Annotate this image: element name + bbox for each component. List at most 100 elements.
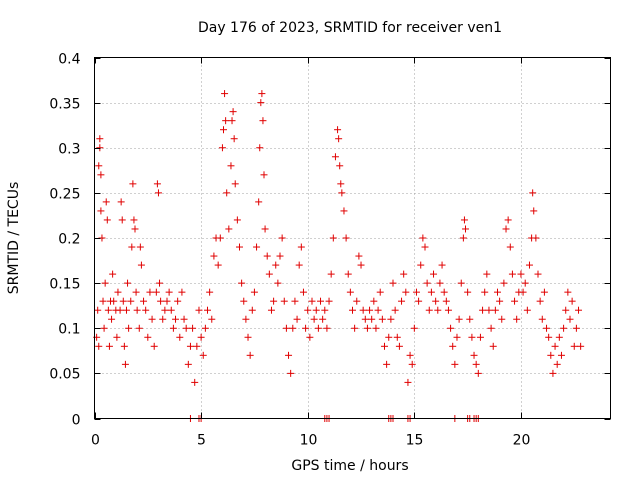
data-point: [491, 306, 499, 314]
data-point: [502, 225, 510, 233]
data-point: [131, 225, 139, 233]
data-point: [568, 297, 576, 305]
data-point: [504, 216, 512, 224]
data-point: [261, 225, 269, 233]
data-point: [299, 288, 307, 296]
data-point: [455, 315, 463, 323]
data-point: [293, 315, 301, 323]
data-point: [135, 324, 143, 332]
grid: [94, 57, 611, 419]
data-point: [285, 351, 293, 359]
data-point: [302, 324, 310, 332]
data-point: [197, 333, 205, 341]
data-point: [297, 243, 305, 251]
data-point: [423, 279, 431, 287]
data-point: [338, 189, 346, 197]
y-tick-label: 0.3: [58, 142, 80, 158]
data-point: [540, 288, 548, 296]
data-point: [199, 351, 207, 359]
data-point: [417, 261, 425, 269]
data-point: [103, 216, 111, 224]
data-point: [210, 252, 218, 260]
data-point: [96, 144, 104, 152]
data-point: [287, 369, 295, 377]
data-point: [436, 279, 444, 287]
data-point: [128, 243, 136, 251]
data-point: [116, 306, 124, 314]
x-tick-labels: 0 5 10 15 20: [91, 433, 530, 449]
data-point: [240, 297, 248, 305]
data-point: [389, 279, 397, 287]
data-point: [95, 342, 103, 350]
data-point: [259, 117, 267, 125]
data-point: [142, 306, 150, 314]
data-point: [167, 306, 175, 314]
y-tick-label: 0.05: [49, 367, 80, 383]
data-point: [543, 324, 551, 332]
data-point: [189, 324, 197, 332]
data-point: [214, 261, 222, 269]
data-point: [498, 315, 506, 323]
data-point: [314, 324, 322, 332]
x-axis-label: GPS time / hours: [291, 458, 408, 474]
data-point: [391, 306, 399, 314]
data-point: [276, 252, 284, 260]
data-point: [511, 297, 519, 305]
x-tick-label: 0: [91, 433, 100, 449]
data-point: [230, 135, 238, 143]
data-point: [566, 315, 574, 323]
data-point: [346, 288, 354, 296]
data-point: [323, 324, 331, 332]
data-point: [449, 342, 457, 350]
data-point: [124, 279, 132, 287]
data-point: [104, 306, 112, 314]
data-point: [460, 216, 468, 224]
data-point: [532, 234, 540, 242]
y-tick-label: 0.4: [58, 52, 80, 68]
data-point: [156, 279, 164, 287]
data-point: [383, 360, 391, 368]
data-point: [560, 324, 568, 332]
data-point: [474, 369, 482, 377]
y-tick-label: 0.25: [49, 187, 80, 203]
data-point: [258, 90, 266, 98]
data-point: [334, 126, 342, 134]
data-point: [570, 342, 578, 350]
data-point: [434, 306, 442, 314]
y-axis-label: SRMTID / TECUs: [6, 182, 22, 295]
data-point: [140, 297, 148, 305]
data-point: [476, 333, 484, 341]
data-point: [105, 342, 113, 350]
data-point: [366, 306, 374, 314]
data-point: [306, 333, 314, 341]
data-point: [404, 378, 412, 386]
data-point: [206, 288, 214, 296]
data-point: [575, 306, 583, 314]
data-point: [100, 324, 108, 332]
data-point: [108, 315, 116, 323]
data-point: [231, 180, 239, 188]
data-point: [99, 297, 107, 305]
data-point: [534, 270, 542, 278]
data-point: [235, 243, 243, 251]
data-point: [220, 126, 227, 134]
data-point: [555, 333, 563, 341]
data-point: [172, 315, 180, 323]
data-point: [500, 279, 508, 287]
data-point: [529, 189, 537, 197]
data-point: [310, 315, 318, 323]
data-point: [538, 315, 546, 323]
data-point: [440, 288, 448, 296]
data-point: [329, 234, 337, 242]
data-point: [96, 135, 104, 143]
data-point: [132, 288, 140, 296]
data-point: [253, 243, 261, 251]
data-point: [359, 306, 367, 314]
data-point: [280, 297, 288, 305]
data-point: [419, 234, 427, 242]
data-point: [119, 297, 127, 305]
data-point: [547, 351, 555, 359]
data-point: [344, 270, 352, 278]
data-point: [291, 297, 299, 305]
data-point: [457, 279, 465, 287]
